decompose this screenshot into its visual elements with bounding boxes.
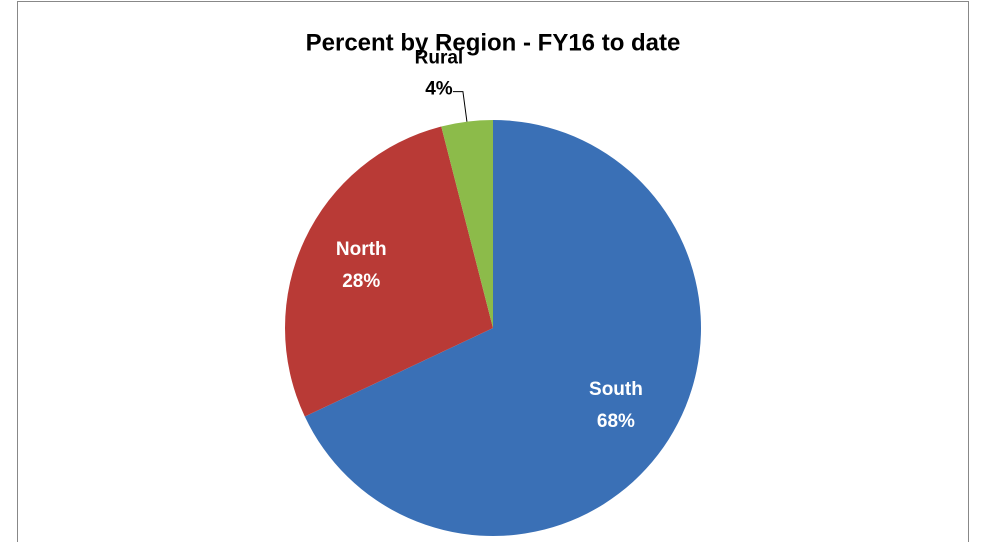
slice-value-label: 28% [342, 271, 380, 292]
slice-category-label: North [336, 239, 387, 260]
slice-category-label: Rural [415, 48, 464, 69]
slice-value-label: 4% [425, 79, 453, 100]
chart-title: Percent by Region - FY16 to date [306, 29, 681, 56]
pie-slice [304, 120, 702, 536]
slice-value-label: 68% [597, 411, 635, 432]
pie-slice [285, 126, 493, 417]
leader-line [452, 91, 468, 122]
pie-slice [441, 120, 493, 328]
slice-category-label: South [589, 379, 643, 400]
